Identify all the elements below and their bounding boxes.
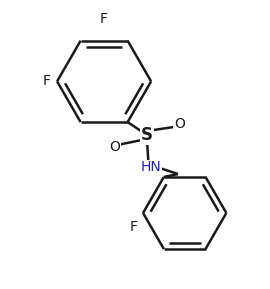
Text: S: S (141, 126, 153, 144)
Text: O: O (174, 117, 185, 131)
Text: F: F (100, 12, 108, 26)
Text: HN: HN (141, 160, 161, 174)
Text: O: O (109, 140, 120, 154)
Text: F: F (130, 220, 138, 234)
Text: F: F (42, 74, 50, 88)
